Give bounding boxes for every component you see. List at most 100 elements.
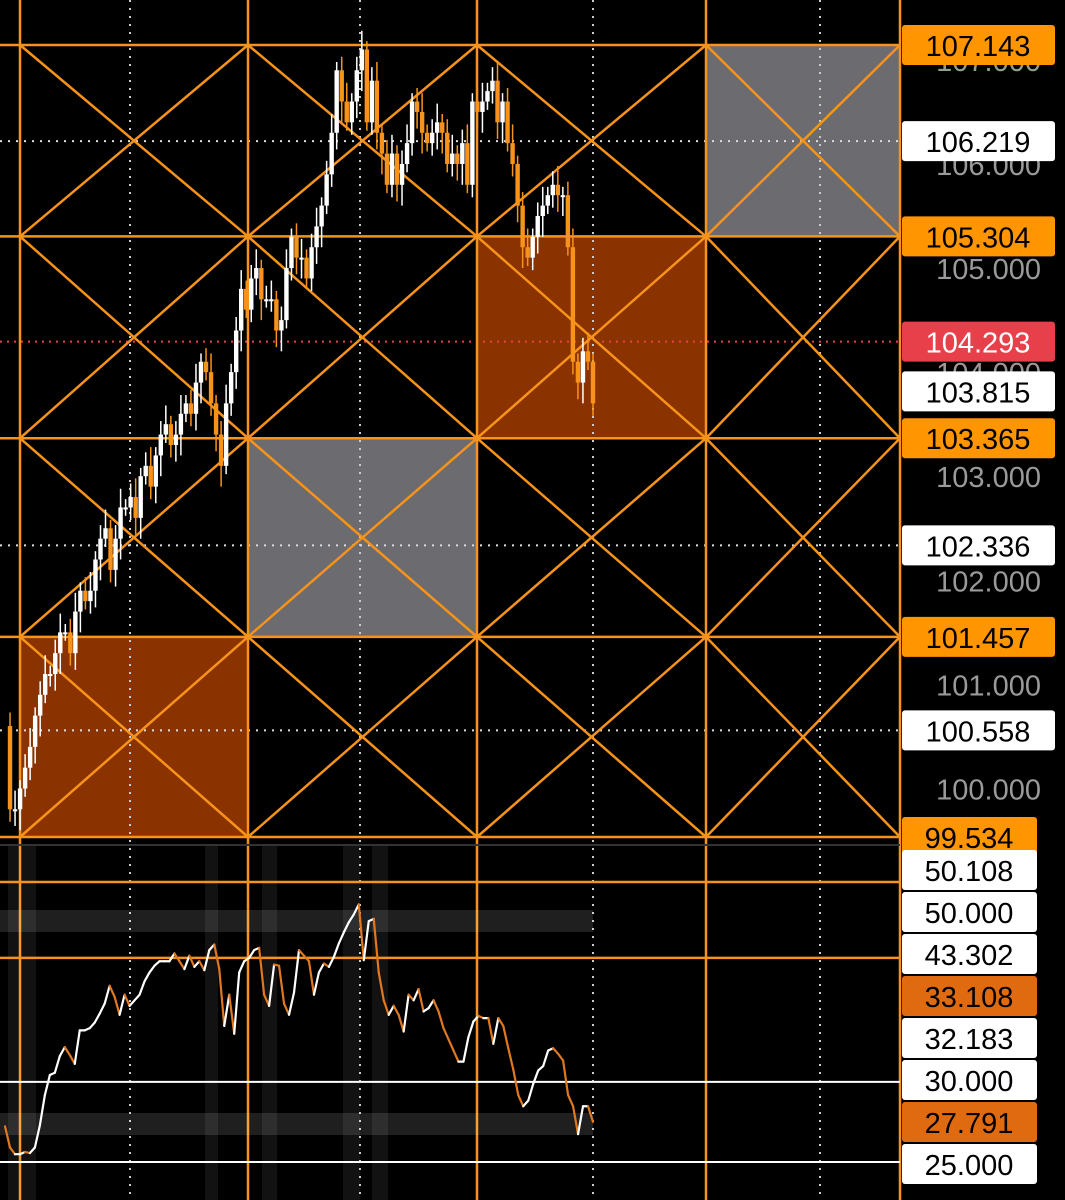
osc-line-segment [542,1049,550,1068]
osc-line-segment [268,963,276,1007]
gann-diagonal-line [705,235,901,440]
candle-body [274,299,279,331]
osc-line-segment [173,952,181,963]
y-axis-tick-label: 103.000 [936,462,1041,494]
candle-body [490,80,495,92]
candle-body [22,767,28,789]
candle-body [500,101,505,123]
osc-line-segment [492,1017,500,1045]
osc-line-segment [178,960,186,971]
candle-body [590,361,596,404]
osc-line-segment [571,1105,580,1136]
osc-tag-label: 33.108 [925,982,1014,1014]
candle-body [284,268,289,321]
price-tag-label: 103.815 [926,377,1031,409]
osc-tag-label: 50.000 [925,898,1014,930]
candle-body [349,101,354,123]
osc-line-segment [317,962,326,974]
y-axis-tick-label: 100.000 [936,774,1041,806]
osc-line-segment [392,1004,400,1016]
oscillator-pane [0,844,900,1200]
candle-body [535,216,540,237]
osc-tag-label: 27.791 [925,1108,1014,1140]
osc-line-segment [412,988,420,1002]
candle-body [103,528,108,539]
gann-diagonal-line [19,635,249,838]
osc-line-segment [372,917,380,974]
price-tag-label: 107.143 [926,31,1031,63]
candle-body [37,694,43,716]
candle-body [27,746,33,768]
osc-line-segment [282,1002,291,1016]
osc-line-segment [33,1124,41,1149]
candle-body [505,101,510,144]
candle-body [575,361,581,383]
candle-body [480,101,485,112]
osc-line-segment [387,1004,395,1016]
osc-line-segment [552,1047,560,1055]
candle-body [319,205,324,227]
price-tag-label: 101.457 [926,623,1031,655]
highlight-band [372,846,388,1200]
osc-line-segment [297,949,306,957]
osc-line-segment [168,952,176,963]
osc-line-segment [312,971,321,996]
osc-line-segment [128,999,136,1007]
candle-body [299,257,304,260]
candle-body [445,132,450,164]
price-tag-label: 102.336 [926,531,1031,563]
highlight-band [8,846,36,1200]
candle-body [259,268,264,300]
price-tag-box [902,525,1055,566]
candle-body [354,70,359,102]
osc-line-segment [43,1073,51,1097]
osc-tag-label: 32.183 [925,1024,1014,1056]
candle-body [43,673,48,695]
osc-line-segment [357,903,365,962]
gann-diagonal-line [247,44,478,238]
candle-body [279,320,284,331]
gann-diagonal-line [476,635,707,838]
osc-line-segment [103,984,111,1005]
candle-body [435,122,440,133]
price-tag-box [902,616,1055,657]
osc-line-segment [507,1047,515,1071]
candle-body [460,143,465,164]
osc-line-segment [382,999,390,1016]
osc-line-segment [502,1024,510,1050]
osc-line-segment [292,949,301,994]
gann-diagonal-line [476,44,707,238]
osc-tag-box [902,892,1037,932]
osc-line-segment [432,999,440,1013]
y-axis-tick-label: 101.000 [936,670,1041,702]
candle-body [98,538,103,560]
candle-body [68,632,73,654]
osc-line-segment [98,1002,106,1015]
gann-diagonal-line [476,235,707,440]
osc-line-segment [527,1082,535,1102]
osc-line-segment [38,1093,46,1127]
candle-body [269,299,274,302]
candle-body [83,590,88,602]
osc-line-segment [417,988,425,1013]
candle-body [108,528,113,570]
candle-body [515,163,520,206]
osc-line-segment [497,1017,505,1028]
candle-body [399,163,405,185]
candle-body [419,111,425,133]
candle-body [465,143,470,185]
candle-body [440,122,445,133]
price-tag-box [902,25,1055,65]
candle-body [429,132,435,144]
osc-line-segment [462,1035,470,1063]
osc-line-segment [537,1064,545,1072]
osc-tag-box [902,1060,1037,1100]
osc-line-segment [233,971,241,1035]
price-tag-label: 103.365 [926,424,1031,456]
candle-body [550,184,555,196]
osc-line-segment [347,913,355,924]
highlight-band [262,846,277,1200]
candle-body [218,434,224,466]
candle-body [289,236,294,269]
osc-line-segment [203,949,211,972]
